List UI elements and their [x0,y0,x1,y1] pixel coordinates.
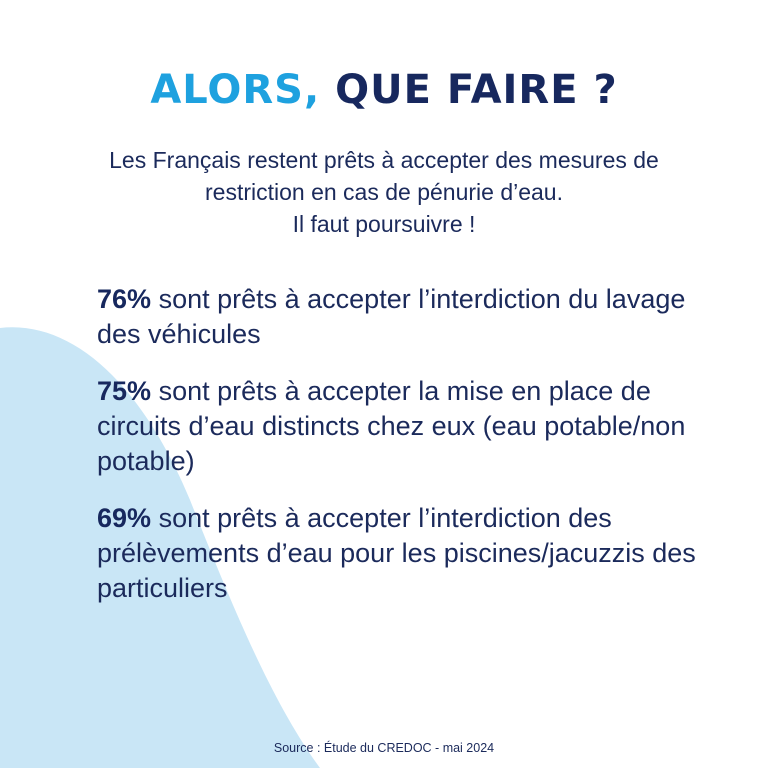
title-accent: ALORS, [150,67,321,113]
page-title: ALORS, QUE FAIRE ? [0,64,768,116]
stat-item: 69% sont prêts à accepter l’interdiction… [97,501,717,606]
intro-text: Les Français restent prêts à accepter de… [40,144,728,240]
stats-list: 76% sont prêts à accepter l’interdiction… [97,282,717,628]
stat-percent: 76% [97,284,152,314]
stat-item: 76% sont prêts à accepter l’interdiction… [97,282,717,352]
title-main: QUE FAIRE ? [335,67,618,113]
stat-percent: 75% [97,376,152,406]
stat-text: sont prêts à accepter l’interdiction du … [97,284,686,349]
intro-line: Il faut poursuivre ! [292,211,476,237]
stat-item: 75% sont prêts à accepter la mise en pla… [97,374,717,479]
stat-percent: 69% [97,503,152,533]
stat-text: sont prêts à accepter l’interdiction des… [97,503,696,603]
intro-line: restriction en cas de pénurie d’eau. [205,179,563,205]
intro-line: Les Français restent prêts à accepter de… [109,147,659,173]
stat-text: sont prêts à accepter la mise en place d… [97,376,686,476]
source-credit: Source : Étude du CREDOC - mai 2024 [273,741,495,755]
